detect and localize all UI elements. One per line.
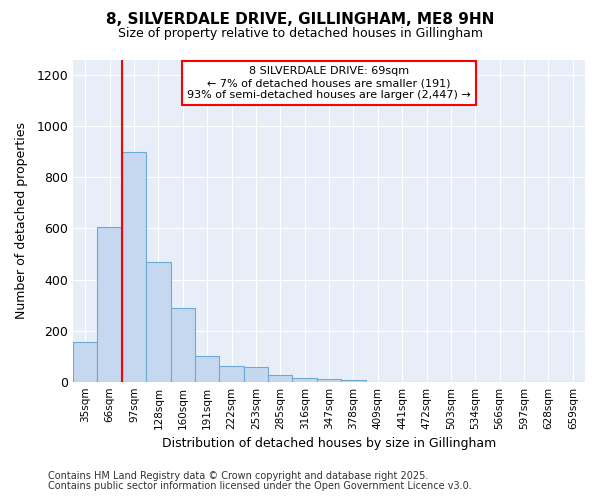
Y-axis label: Number of detached properties: Number of detached properties — [15, 122, 28, 320]
Text: 8, SILVERDALE DRIVE, GILLINGHAM, ME8 9HN: 8, SILVERDALE DRIVE, GILLINGHAM, ME8 9HN — [106, 12, 494, 28]
Bar — [122, 152, 146, 382]
X-axis label: Distribution of detached houses by size in Gillingham: Distribution of detached houses by size … — [162, 437, 496, 450]
Text: Contains HM Land Registry data © Crown copyright and database right 2025.: Contains HM Land Registry data © Crown c… — [48, 471, 428, 481]
Bar — [146, 262, 170, 382]
Bar — [244, 367, 268, 382]
Bar — [195, 356, 220, 382]
Bar — [220, 366, 244, 382]
Text: Contains public sector information licensed under the Open Government Licence v3: Contains public sector information licen… — [48, 481, 472, 491]
Text: 8 SILVERDALE DRIVE: 69sqm
← 7% of detached houses are smaller (191)
93% of semi-: 8 SILVERDALE DRIVE: 69sqm ← 7% of detach… — [187, 66, 471, 100]
Bar — [317, 378, 341, 382]
Text: Size of property relative to detached houses in Gillingham: Size of property relative to detached ho… — [118, 28, 482, 40]
Bar — [73, 342, 97, 382]
Bar — [341, 380, 365, 382]
Bar — [268, 376, 292, 382]
Bar — [170, 308, 195, 382]
Bar — [292, 378, 317, 382]
Bar — [97, 227, 122, 382]
